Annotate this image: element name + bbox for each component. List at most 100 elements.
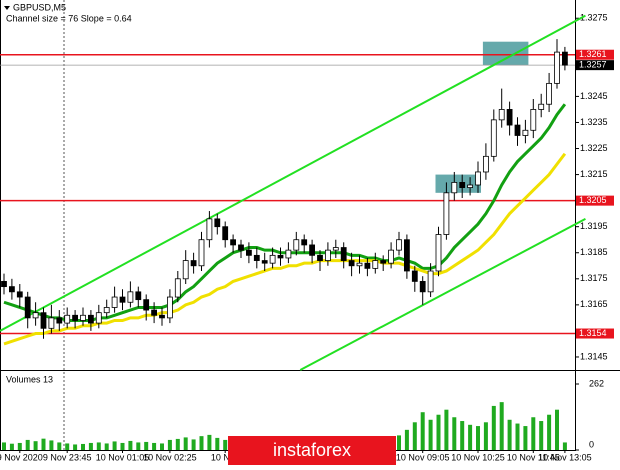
x-tick-label: 10 Nov 13:05: [538, 452, 592, 462]
candle-body: [388, 249, 395, 264]
candle-body: [245, 249, 252, 256]
volume-bar: [444, 409, 449, 450]
indicator-info: Channel size = 76 Slope = 0.64: [6, 13, 132, 23]
volume-bar: [112, 441, 117, 450]
volume-bar: [120, 442, 125, 450]
candle-body: [364, 262, 371, 269]
volume-bar: [57, 442, 62, 450]
y-tick-label: 1.3175: [580, 273, 608, 283]
candle-body: [459, 181, 466, 189]
volume-bar: [33, 441, 38, 450]
channel-line: [0, 14, 586, 332]
volume-bar: [539, 421, 544, 450]
candle-body: [8, 286, 15, 293]
candle-body: [380, 260, 387, 264]
volume-bar: [144, 441, 149, 450]
candle-body: [411, 270, 418, 282]
volume-bar: [104, 443, 109, 450]
x-tick-label: 10 Nov 09:05: [396, 452, 450, 462]
candle-body: [95, 312, 102, 324]
volume-bar: [65, 443, 70, 450]
y-tick-label: 1.3225: [580, 143, 608, 153]
volume-bar: [25, 439, 30, 450]
candle-body: [143, 299, 150, 311]
volume-bar: [96, 442, 101, 450]
volume-bar: [531, 417, 536, 450]
x-tick-label: 9 Nov 2020: [0, 452, 43, 462]
candle-body: [190, 260, 197, 267]
volume-bar: [436, 414, 441, 450]
candle-body: [554, 51, 560, 84]
candle-body: [103, 307, 110, 314]
volume-bar: [547, 414, 552, 450]
volume-bar: [49, 440, 54, 450]
volume-bar: [523, 426, 528, 450]
candle-body: [356, 262, 363, 267]
candle-body: [1, 281, 7, 288]
y-tick-label: 1.3145: [580, 351, 608, 361]
volume-bar: [515, 423, 520, 450]
candle-body: [48, 317, 55, 329]
candle-body: [174, 278, 181, 298]
candle-body: [72, 314, 78, 321]
y-tick-label: 1.3275: [580, 13, 608, 23]
candle-body: [261, 260, 268, 264]
volume-bar: [191, 439, 196, 450]
watermark: instaforex: [273, 440, 351, 460]
level-label: 1.3261: [579, 49, 607, 59]
volume-bar: [2, 442, 6, 450]
candle-body: [514, 124, 521, 136]
candle-body: [498, 109, 505, 121]
volume-bar: [460, 421, 465, 450]
level-label-box: [576, 328, 614, 339]
volume-bar: [175, 438, 180, 450]
candle-body: [80, 314, 86, 321]
volume-bar: [17, 442, 22, 450]
level-label-box: [576, 49, 614, 60]
candle-body: [64, 314, 71, 324]
candle-body: [135, 291, 142, 301]
volume-bar: [562, 442, 567, 450]
volume-bar: [476, 426, 480, 450]
x-tick-label: 9 Nov 23:45: [43, 452, 92, 462]
y-tick-label: 1.3235: [580, 117, 608, 127]
candle-body: [198, 239, 205, 267]
x-tick-label: 10 Nov 02:25: [143, 452, 197, 462]
x-tick-label: 10 Nov: [211, 452, 240, 462]
volume-bar: [452, 417, 457, 450]
candle-body: [238, 244, 244, 251]
volume-bar: [483, 422, 488, 450]
volume-label: Volumes 13: [6, 374, 53, 384]
y-tick-label: 1.3215: [580, 169, 608, 179]
volume-bar: [152, 442, 157, 450]
candle-body: [309, 244, 316, 256]
candle-body: [538, 103, 545, 110]
candle-body: [490, 119, 497, 157]
volume-bar: [499, 402, 504, 450]
candle-body: [451, 181, 458, 194]
candle-body: [40, 312, 47, 329]
volume-bar: [420, 412, 425, 450]
volume-bar: [555, 409, 559, 450]
volume-bar: [428, 419, 433, 450]
candle-body: [277, 254, 284, 259]
candle-body: [119, 296, 126, 303]
candle-body: [546, 82, 552, 105]
volume-bar: [41, 438, 46, 450]
symbol: GBPUSD,M5: [13, 2, 66, 12]
candle-body: [506, 109, 513, 126]
volume-bar: [199, 436, 204, 450]
candle-body: [562, 51, 568, 66]
x-tick-label: 10 Nov 01:05: [96, 452, 150, 462]
volume-bar: [468, 424, 473, 450]
zone: [482, 41, 529, 66]
moving-average: [3, 152, 567, 346]
dropdown-arrow: [4, 6, 10, 10]
volume-tick-label: 0: [589, 439, 594, 449]
volume-bar: [88, 442, 93, 450]
candle-body: [522, 129, 529, 136]
candle-body: [16, 291, 23, 298]
candle-body: [182, 260, 189, 280]
